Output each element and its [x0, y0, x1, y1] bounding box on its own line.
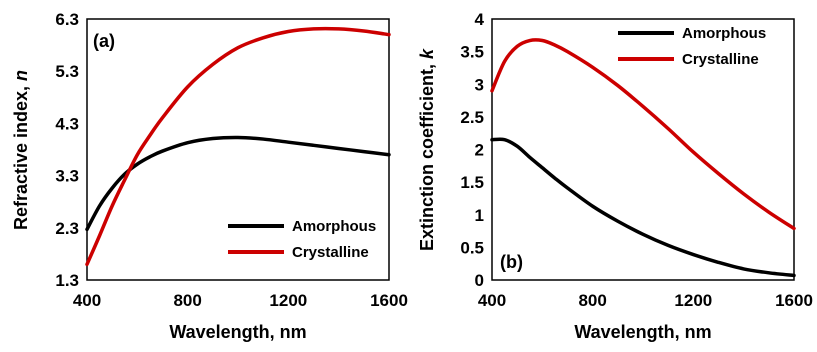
panel-b-plot-frame [491, 18, 795, 281]
series-line-amorphous [85, 135, 391, 232]
legend-label-amorphous: Amorphous [682, 25, 766, 42]
y-tick-label: 1.3 [55, 271, 79, 290]
panel-b-x-axis-label: Wavelength, nm [574, 322, 711, 342]
x-tick-label: 1600 [370, 291, 408, 310]
y-tick-label: 0.5 [460, 238, 484, 257]
y-tick-label: 5.3 [55, 62, 79, 81]
panel-b-y-axis-label: Extinction coefficient, k [417, 48, 437, 251]
x-tick-label: 1200 [269, 291, 307, 310]
legend-label-crystalline: Crystalline [292, 244, 369, 261]
panel-a-y-axis-label: Refractive index, n [11, 70, 31, 230]
panel-a-series [85, 26, 391, 267]
y-tick-label: 3 [475, 75, 484, 94]
panel-a-y-axis-symbol: n [11, 70, 31, 81]
y-tick-label: 2.5 [460, 108, 484, 127]
x-tick-label: 1600 [775, 291, 813, 310]
panel-b-series [490, 38, 796, 278]
y-tick-label: 2 [475, 141, 484, 160]
x-tick-label: 400 [73, 291, 101, 310]
panel-b-legend: Amorphous Crystalline [618, 25, 766, 68]
panel-b: 400 800 1200 1600 0 0.5 1 1.5 2 2.5 3 3.5 4 (b) Wave… [417, 10, 813, 342]
panel-b-y-axis-symbol: k [417, 48, 437, 59]
y-tick-label: 1.5 [460, 173, 484, 192]
y-tick-label: 1 [475, 206, 484, 225]
panel-b-label: (b) [500, 252, 523, 272]
y-tick-label: 0 [475, 271, 484, 290]
x-tick-label: 1200 [674, 291, 712, 310]
legend-label-crystalline: Crystalline [682, 51, 759, 68]
x-tick-label: 800 [173, 291, 201, 310]
panel-a: 400 800 1200 1600 1.3 2.3 3.3 4.3 5.3 6.3 (a) Wav… [11, 10, 408, 342]
legend-label-amorphous: Amorphous [292, 218, 376, 235]
x-tick-label: 400 [478, 291, 506, 310]
y-tick-label: 3.5 [460, 43, 484, 62]
x-tick-label: 800 [578, 291, 606, 310]
panel-b-y-axis-label-text: Extinction coefficient, [417, 59, 437, 251]
panel-a-tick-labels: 400 800 1200 1600 1.3 2.3 3.3 4.3 5.3 6.3 [55, 10, 408, 310]
y-tick-label: 6.3 [55, 10, 79, 29]
y-tick-label: 4.3 [55, 114, 79, 133]
y-tick-label: 4 [475, 10, 485, 29]
y-tick-label: 2.3 [55, 219, 79, 238]
y-tick-label: 3.3 [55, 167, 79, 186]
panel-a-x-axis-label: Wavelength, nm [169, 322, 306, 342]
panel-b-tick-labels: 400 800 1200 1600 0 0.5 1 1.5 2 2.5 3 3.5 4 [460, 10, 813, 310]
series-line-crystalline [85, 26, 391, 267]
panel-a-y-axis-label-text: Refractive index, [11, 81, 31, 230]
panel-a-plot-frame [86, 18, 390, 281]
series-line-crystalline [490, 38, 796, 231]
series-line-amorphous [490, 137, 796, 278]
panel-a-label: (a) [93, 31, 115, 51]
panel-a-legend: Amorphous Crystalline [228, 218, 376, 261]
